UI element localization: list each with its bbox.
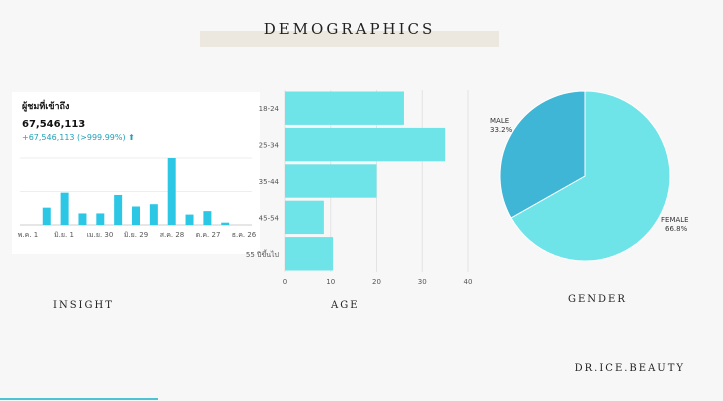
x-tick-label: 0 <box>283 278 287 286</box>
x-tick-label: เม.ย. 30 <box>87 231 114 239</box>
x-tick-label: 20 <box>372 278 381 286</box>
brand-footer: DR.ICE.BEAUTY <box>574 363 685 374</box>
reach-change-value: +67,546,113 (>999.99%) <box>22 133 126 142</box>
age-bar <box>285 200 324 235</box>
insight-bar <box>60 192 69 225</box>
age-bar-chart: 0 10 20 30 40 18-24 25-34 35-44 45-54 55 ปีขึ้นไป <box>246 90 473 286</box>
insight-bar <box>185 214 194 225</box>
insight-bar <box>203 211 212 225</box>
x-tick-label: 30 <box>418 278 427 286</box>
age-category-label: 18-24 <box>259 105 280 113</box>
x-tick-label: ธ.ค. 26 <box>232 231 257 239</box>
x-tick-label: 40 <box>464 278 473 286</box>
x-tick-label: มิ.ย. 1 <box>54 231 74 239</box>
insight-bar <box>149 204 158 225</box>
pie-pct-label: 66.8% <box>665 225 688 233</box>
page-title: DEMOGRAPHICS <box>263 20 436 38</box>
bottom-accent-line <box>0 398 158 400</box>
pie-slice-male <box>499 90 586 219</box>
age-category-label: 25-34 <box>259 142 280 150</box>
arrow-up-icon: ⬆ <box>128 133 135 142</box>
insight-caption: INSIGHT <box>53 300 114 311</box>
reach-total: 67,546,113 <box>22 119 86 130</box>
gender-caption: GENDER <box>568 294 627 305</box>
insight-bar <box>114 194 123 225</box>
insight-bar <box>42 207 51 225</box>
age-caption: AGE <box>331 300 360 311</box>
age-category-label: 45-54 <box>259 214 280 222</box>
card-title: ผู้ชมที่เข้าถึง <box>22 102 70 112</box>
insight-bar-chart: พ.ค. 1 มิ.ย. 1 เม.ย. 30 มิ.ย. 29 ส.ค. 28 ต.ค.… <box>18 157 257 239</box>
age-category-label: 35-44 <box>259 178 280 186</box>
pie-pct-label: 33.2% <box>490 126 513 134</box>
pie-label: FEMALE <box>661 216 689 224</box>
x-tick-label: 10 <box>326 278 335 286</box>
age-bar <box>285 237 334 271</box>
insight-card: ผู้ชมที่เข้าถึง 67,546,113 +67,546,113 (… <box>12 92 260 254</box>
x-tick-label: ต.ค. 27 <box>196 231 221 239</box>
age-category-label: 55 ปีขึ้นไป <box>246 248 280 259</box>
age-bar <box>285 91 404 125</box>
pie-label: MALE <box>490 117 509 125</box>
insight-bar <box>132 206 140 225</box>
insight-bar <box>167 158 176 225</box>
x-tick-label: ส.ค. 28 <box>160 231 185 239</box>
insight-bar <box>78 213 87 225</box>
reach-change: +67,546,113 (>999.99%) ⬆ <box>22 133 135 142</box>
x-tick-label: มิ.ย. 29 <box>124 231 148 239</box>
insight-bar <box>221 222 230 225</box>
insight-bar <box>96 213 105 225</box>
age-bar <box>285 164 377 198</box>
age-bar <box>285 127 446 162</box>
title-band <box>200 31 499 47</box>
pie-slice-female <box>510 90 671 262</box>
x-tick-label: พ.ค. 1 <box>18 231 38 239</box>
